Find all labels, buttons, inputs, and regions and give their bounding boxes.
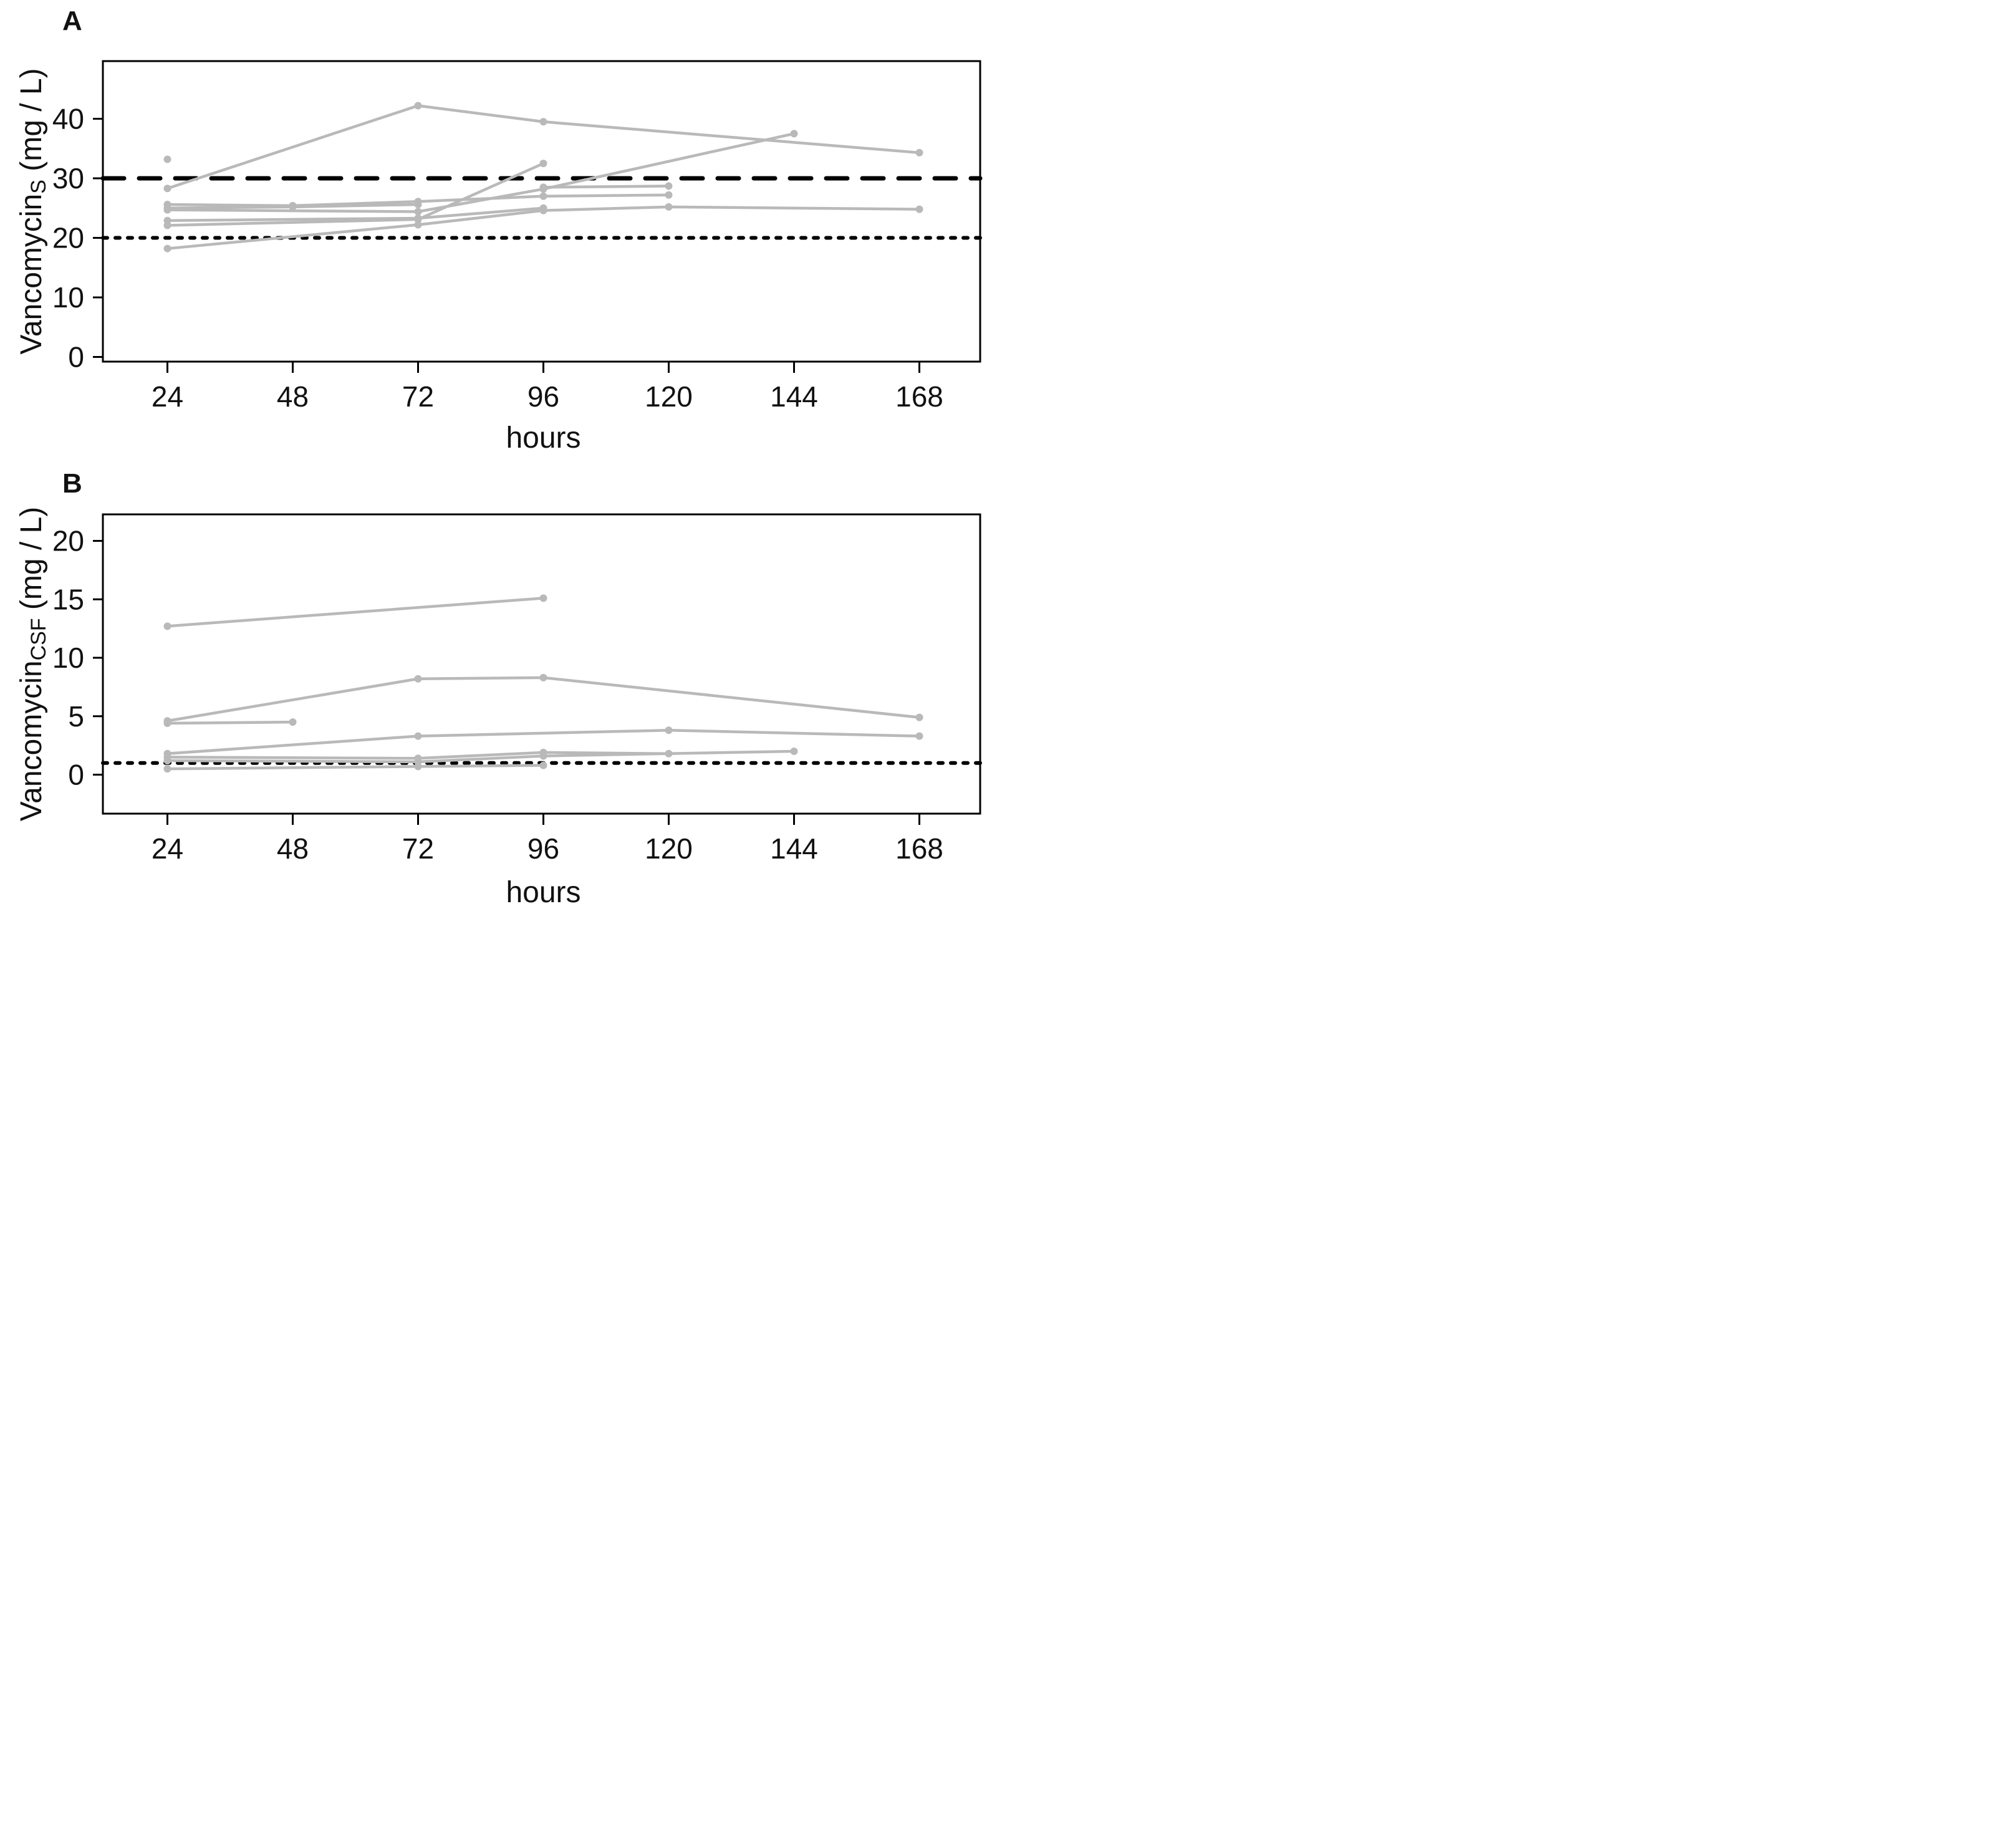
- x-axis-tick-label: 96: [527, 832, 559, 865]
- y-axis-tick-label: 40: [52, 103, 84, 135]
- data-point-marker-patient-2: [414, 102, 422, 110]
- series-line-patient-5: [167, 751, 669, 760]
- x-axis-tick-label: 48: [277, 832, 309, 865]
- panel-a: 0 10 20 30 40 24 48 72 96 120 144 168 hours Vancomyci…: [0, 0, 995, 458]
- figure: 0 10 20 30 40 24 48 72 96 120 144 168 hours Vancomyci…: [0, 0, 995, 924]
- data-point-marker-patient-2: [414, 675, 422, 683]
- series-line-patient-3: [167, 720, 293, 725]
- data-point-marker-patient-4: [915, 732, 923, 740]
- series-line-patient-6: [543, 185, 669, 189]
- data-point-marker-patient-8: [539, 206, 547, 214]
- data-point-marker-patient-5: [289, 203, 297, 211]
- data-point-marker-patient-3: [665, 191, 673, 199]
- series-line-patient-2: [166, 104, 920, 190]
- panel-b: 0 5 10 15 20 24 48 72 96 120 144 168 hours Vancomycin…: [0, 458, 995, 924]
- data-point-marker-patient-5: [163, 204, 171, 212]
- data-point-marker-patient-6: [665, 182, 673, 190]
- x-axis-tick-label: 144: [770, 832, 818, 865]
- y-axis-tick-label: 0: [68, 759, 84, 791]
- data-point-marker-patient-1: [163, 622, 171, 630]
- series-line-patient-4: [167, 729, 920, 755]
- x-axis-tick-label: 168: [895, 380, 943, 413]
- data-point-marker-patient-8: [163, 244, 171, 253]
- x-axis-tick-label: 48: [277, 380, 309, 413]
- x-axis-tick-label: 24: [152, 832, 183, 865]
- panel-letter: B: [62, 468, 82, 499]
- data-point-marker-patient-6: [539, 183, 547, 191]
- data-point-marker-patient-7: [163, 765, 171, 773]
- y-axis-tick-label: 10: [52, 281, 84, 314]
- data-point-marker-patient-9: [539, 160, 547, 168]
- y-axis-tick-label: 20: [52, 525, 84, 557]
- series-line-patient-7: [167, 764, 544, 771]
- data-point-marker-patient-5: [414, 201, 422, 209]
- data-point-marker-patient-8: [414, 221, 422, 229]
- plot-box: [102, 60, 981, 363]
- series-line-patient-2: [167, 676, 920, 723]
- x-axis-tick-label: 24: [152, 380, 183, 413]
- y-axis-tick-label: 5: [68, 700, 84, 733]
- data-point-marker-patient-3: [539, 192, 547, 200]
- data-point-marker-patient-1: [539, 594, 547, 602]
- x-axis-tick-label: 96: [527, 380, 559, 413]
- data-point-marker-patient-6: [163, 757, 171, 764]
- data-point-marker-patient-4: [665, 726, 673, 734]
- data-point-marker-patient-7: [539, 761, 547, 769]
- x-axis-tick-label: 72: [402, 380, 434, 413]
- y-axis-title-suffix: (mg / L): [15, 507, 48, 618]
- y-axis-tick-label: 10: [52, 642, 84, 674]
- data-point-marker-patient-2: [915, 713, 923, 721]
- y-axis-tick-label: 30: [52, 162, 84, 195]
- plot-box: [102, 513, 981, 815]
- data-point-marker-patient-2: [539, 673, 547, 681]
- data-point-marker-patient-4: [414, 208, 422, 216]
- y-axis-title-prefix: Vancomycin: [15, 660, 48, 821]
- y-axis-title-prefix: Vancomycin: [15, 194, 48, 355]
- y-axis-tick-label: 0: [68, 341, 84, 373]
- x-axis-tick-label: 144: [770, 380, 818, 413]
- x-axis-tick-label: 120: [645, 380, 693, 413]
- y-axis-title-subscript: S: [27, 180, 51, 194]
- y-axis-title: VancomycinS (mg / L): [15, 68, 51, 354]
- x-axis-title: hours: [506, 876, 580, 909]
- data-point-marker-patient-6: [790, 748, 798, 755]
- data-point-marker-patient-2: [915, 148, 923, 156]
- x-axis-tick-label: 72: [402, 832, 434, 865]
- y-axis-title-suffix: (mg / L): [15, 68, 48, 180]
- data-point-marker-patient-2: [163, 185, 171, 193]
- series-line-patient-1: [167, 597, 544, 628]
- data-point-marker-patient-3: [289, 718, 297, 726]
- series-line-patient-6: [167, 749, 794, 764]
- data-point-marker-patient-9: [414, 215, 422, 223]
- series-line-patient-4: [167, 132, 794, 213]
- x-axis-tick-label: 120: [645, 832, 693, 865]
- data-point-marker-patient-4: [414, 732, 422, 740]
- panel-a-chart: 0 10 20 30 40 24 48 72 96 120 144 168 hours Vancomyci…: [15, 6, 983, 455]
- y-axis-tick-label: 15: [52, 583, 84, 615]
- data-point-marker-patient-4: [790, 130, 798, 138]
- data-point-marker-patient-8: [915, 205, 923, 213]
- y-axis-title: VancomycinCSF (mg / L): [15, 507, 51, 822]
- data-point-marker-patient-1: [163, 155, 171, 163]
- data-point-marker-patient-3: [163, 719, 171, 727]
- y-axis-tick-label: 20: [52, 222, 84, 254]
- data-point-marker-patient-2: [539, 118, 547, 126]
- y-axis-title-subscript: CSF: [27, 618, 51, 660]
- panel-b-chart: 0 5 10 15 20 24 48 72 96 120 144 168 hours Vancomycin…: [15, 468, 982, 909]
- data-point-marker-patient-9: [163, 221, 171, 229]
- x-axis-title: hours: [506, 421, 580, 455]
- data-point-marker-patient-7: [414, 763, 422, 771]
- x-axis-tick-label: 168: [895, 832, 943, 865]
- panel-letter: A: [62, 6, 82, 36]
- data-point-marker-patient-6: [539, 752, 547, 760]
- data-point-marker-patient-8: [665, 203, 673, 211]
